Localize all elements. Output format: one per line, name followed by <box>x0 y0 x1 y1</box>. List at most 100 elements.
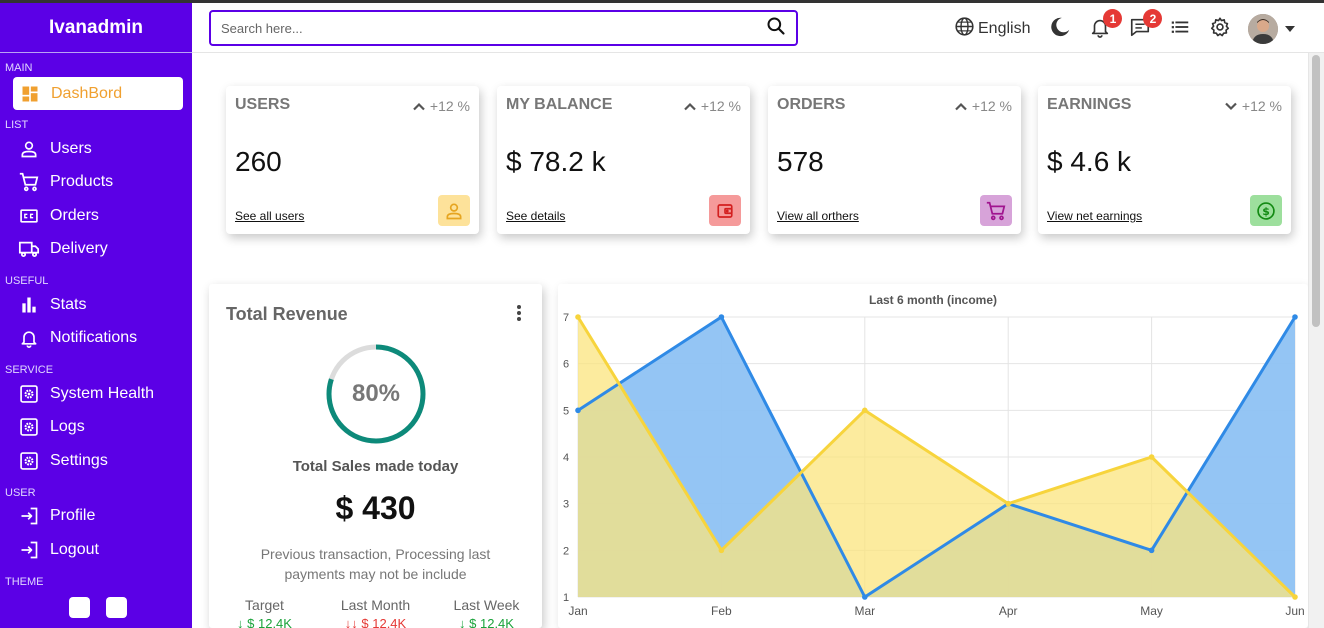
svg-text:$: $ <box>1262 204 1270 217</box>
sidebar-item-label: Logout <box>50 540 99 558</box>
sidebar-item-settings[interactable]: Settings <box>0 444 192 478</box>
sidebar-item-products[interactable]: Products <box>0 166 192 200</box>
chevron-up-icon <box>413 102 425 111</box>
card-trend: +12 % <box>1225 98 1282 114</box>
series-0-point <box>1148 547 1155 554</box>
revenue-description: Previous transaction, Processing last pa… <box>260 546 491 582</box>
sidebar-item-logs[interactable]: Logs <box>0 411 192 445</box>
card-percent: +12 % <box>700 98 741 114</box>
login-icon <box>18 539 40 561</box>
theme-swatches <box>0 596 192 618</box>
revenue-column: Last Month ↓↓ $ 12.4K <box>320 597 431 628</box>
dollar-icon: $ <box>1256 201 1276 221</box>
brand-logo[interactable]: Ivanadmin <box>0 3 192 53</box>
revenue-subtitle: Total Sales made today <box>292 458 459 475</box>
card-icon-box: $ <box>1250 195 1282 226</box>
sidebar-item-label: System Health <box>50 384 155 402</box>
search-box <box>209 10 798 46</box>
stat-card-orders: ORDERS +12 % 578 View all orthers <box>768 86 1021 234</box>
card-link[interactable]: View all orthers <box>777 209 859 223</box>
revenue-column-value: ↓ $ 12.4K <box>459 616 514 628</box>
y-tick-label: 4 <box>563 452 569 464</box>
notifications-badge: 1 <box>1103 9 1123 28</box>
messages-button[interactable]: 2 <box>1128 9 1163 41</box>
revenue-column-label: Last Month <box>340 597 411 613</box>
series-1-point <box>1005 500 1011 507</box>
search-icon[interactable] <box>766 16 786 41</box>
series-0-point <box>718 314 725 320</box>
series-0-line <box>577 315 1297 599</box>
stat-card-earnings: EARNINGS +12 % $ 4.6 k View net earnings… <box>1038 86 1291 234</box>
credit-card-icon <box>18 205 40 227</box>
login-icon <box>18 505 40 527</box>
language-selector[interactable]: English <box>954 16 1030 42</box>
card-title: MY BALANCE <box>506 96 613 113</box>
stat-card-my-balance: MY BALANCE +12 % $ 78.2 k See details <box>497 86 750 234</box>
revenue-column: Target ↓ $ 12.4K <box>209 597 320 628</box>
card-link[interactable]: See all users <box>235 209 305 223</box>
sidebar-section-title: THEME <box>5 575 44 588</box>
revenue-amount: $ 430 <box>335 490 416 526</box>
card-percent: +12 % <box>1241 98 1282 114</box>
list-icon <box>1169 16 1191 43</box>
total-revenue-widget: Total Revenue 80% Total Sales made today… <box>209 284 542 628</box>
bar-chart-icon <box>18 294 40 316</box>
card-value: $ 4.6 k <box>1047 146 1132 177</box>
revenue-column: Last Week ↓ $ 12.4K <box>431 597 542 628</box>
scrollbar-thumb[interactable] <box>1312 55 1320 327</box>
sidebar-item-label: DashBord <box>51 84 123 102</box>
notifications-button[interactable]: 1 <box>1088 9 1123 41</box>
sidebar-item-notifications[interactable]: Notifications <box>0 322 192 356</box>
topbar-actions: English 1 2 <box>954 9 1296 47</box>
more-options-button[interactable] <box>516 304 522 327</box>
card-icon-box <box>980 195 1012 226</box>
card-link[interactable]: See details <box>506 209 566 223</box>
page-scrollbar[interactable] <box>1308 53 1324 628</box>
theme-swatch-light[interactable] <box>69 596 90 618</box>
sidebar-item-label: Delivery <box>50 240 108 258</box>
list-button[interactable] <box>1168 17 1192 41</box>
x-tick-label: Jan <box>568 604 587 618</box>
topbar: English 1 2 <box>192 0 1324 53</box>
sidebar-item-orders[interactable]: Orders <box>0 199 192 233</box>
sidebar-item-dashbord[interactable]: DashBord <box>13 77 183 110</box>
sidebar-item-label: Orders <box>50 206 99 224</box>
y-tick-label: 1 <box>563 592 569 604</box>
y-tick-label: 7 <box>563 312 569 324</box>
sidebar-item-label: Users <box>50 139 92 157</box>
revenue-column-label: Last Week <box>453 597 520 613</box>
sidebar-item-system-health[interactable]: System Health <box>0 377 192 411</box>
y-tick-label: 5 <box>563 405 569 417</box>
sidebar-item-users[interactable]: Users <box>0 132 192 166</box>
kebab-menu-icon <box>516 305 522 326</box>
card-title: USERS <box>235 96 291 113</box>
language-label: English <box>978 20 1031 37</box>
chevron-down-icon <box>1225 102 1237 111</box>
cart-icon <box>18 171 40 193</box>
series-0-point <box>862 594 868 600</box>
chevron-down-icon[interactable] <box>1284 23 1296 35</box>
theme-swatch-dark[interactable] <box>106 596 127 618</box>
sidebar-item-label: Stats <box>50 295 87 313</box>
sidebar-item-stats[interactable]: Stats <box>0 288 192 322</box>
series-1-point <box>1292 594 1298 600</box>
dashboard-icon <box>19 83 41 105</box>
avatar[interactable] <box>1248 14 1279 44</box>
sidebar-section-title: SERVICE <box>5 364 54 376</box>
revenue-column-value: ↓↓ $ 12.4K <box>344 616 407 628</box>
sidebar-item-delivery[interactable]: Delivery <box>0 233 192 267</box>
revenue-column-value: ↓ $ 12.4K <box>237 616 292 628</box>
income-chart: Last 6 month (income) 1 2 3 4 5 6 7 Jan Feb Mar Apr… <box>558 284 1308 628</box>
dark-mode-toggle[interactable] <box>1048 17 1072 41</box>
sidebar-item-logout[interactable]: Logout <box>0 533 192 567</box>
card-trend: +12 % <box>684 98 741 114</box>
sidebar-item-profile[interactable]: Profile <box>0 500 192 534</box>
settings-button[interactable] <box>1208 16 1232 41</box>
chevron-up-icon <box>955 102 967 111</box>
x-tick-label: May <box>1140 604 1163 618</box>
card-link[interactable]: View net earnings <box>1047 209 1143 223</box>
card-value: 578 <box>777 146 824 177</box>
search-input[interactable] <box>221 20 766 36</box>
card-trend: +12 % <box>955 98 1012 114</box>
y-tick-label: 2 <box>563 545 569 557</box>
